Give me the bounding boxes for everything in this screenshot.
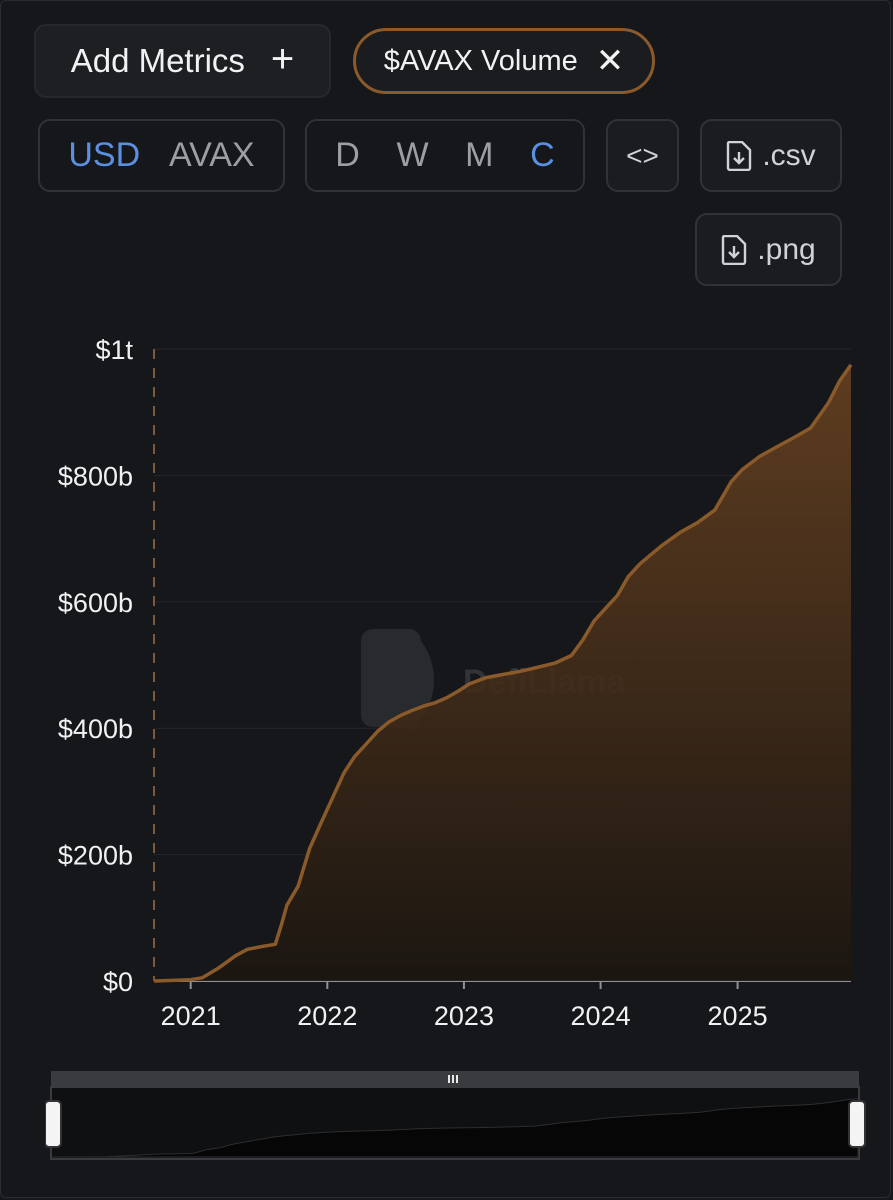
close-icon[interactable]: ✕ — [595, 42, 625, 80]
period-option-monthly[interactable]: M — [465, 136, 494, 174]
drag-grip-icon[interactable] — [448, 1075, 458, 1083]
embed-button[interactable]: <> — [606, 119, 679, 192]
brush-preview-area — [51, 1097, 859, 1158]
y-tick-label: $400b — [58, 714, 133, 744]
brush-handle-bar[interactable] — [51, 1071, 859, 1087]
file-download-icon — [727, 140, 752, 171]
download-csv-button[interactable]: .csv — [700, 119, 842, 192]
x-tick-label: 2024 — [571, 1001, 631, 1031]
add-metrics-button[interactable]: Add Metrics + — [34, 24, 331, 98]
period-toggle: D W M C — [305, 119, 585, 192]
series-line — [153, 363, 853, 983]
plus-icon: + — [270, 37, 295, 81]
x-tick-label: 2022 — [297, 1001, 357, 1031]
y-tick-label: $0 — [103, 967, 133, 997]
csv-label: .csv — [762, 138, 816, 172]
range-brush[interactable] — [45, 1067, 867, 1167]
y-axis: $0 $200b $400b $600b $800b $1t — [58, 335, 134, 997]
period-option-weekly[interactable]: W — [396, 136, 429, 174]
y-tick-label: $800b — [58, 461, 133, 491]
y-tick-label: $200b — [58, 841, 133, 871]
currency-toggle: USD AVAX — [38, 119, 285, 192]
x-tick-label: 2023 — [434, 1001, 494, 1031]
download-png-button[interactable]: .png — [695, 213, 842, 286]
currency-option-avax[interactable]: AVAX — [168, 136, 255, 174]
png-label: .png — [757, 232, 816, 266]
brush-right-handle[interactable] — [848, 1100, 866, 1148]
series-area — [154, 364, 851, 981]
volume-chart[interactable]: $0$200b$400b$600b$800b$1t 2021 2022 2023 20… — [1, 301, 893, 1061]
add-metrics-label: Add Metrics — [70, 42, 245, 79]
x-tick-label: 2025 — [708, 1001, 768, 1031]
metric-chip-avax-volume[interactable]: $AVAX Volume ✕ — [353, 28, 655, 94]
x-tick-label: 2021 — [161, 1001, 221, 1031]
currency-option-usd[interactable]: USD — [68, 136, 141, 174]
period-option-daily[interactable]: D — [335, 136, 360, 174]
brush-left-handle[interactable] — [45, 1100, 62, 1148]
y-tick-label: $600b — [58, 588, 133, 618]
period-option-cumulative[interactable]: C — [530, 136, 555, 174]
x-axis: 2021 2022 2023 2024 2025 — [154, 980, 851, 1031]
y-tick-label: $1t — [95, 335, 133, 365]
image-download-icon — [722, 234, 747, 265]
code-icon: <> — [626, 139, 659, 171]
metric-chip-label: $AVAX Volume — [383, 44, 578, 77]
